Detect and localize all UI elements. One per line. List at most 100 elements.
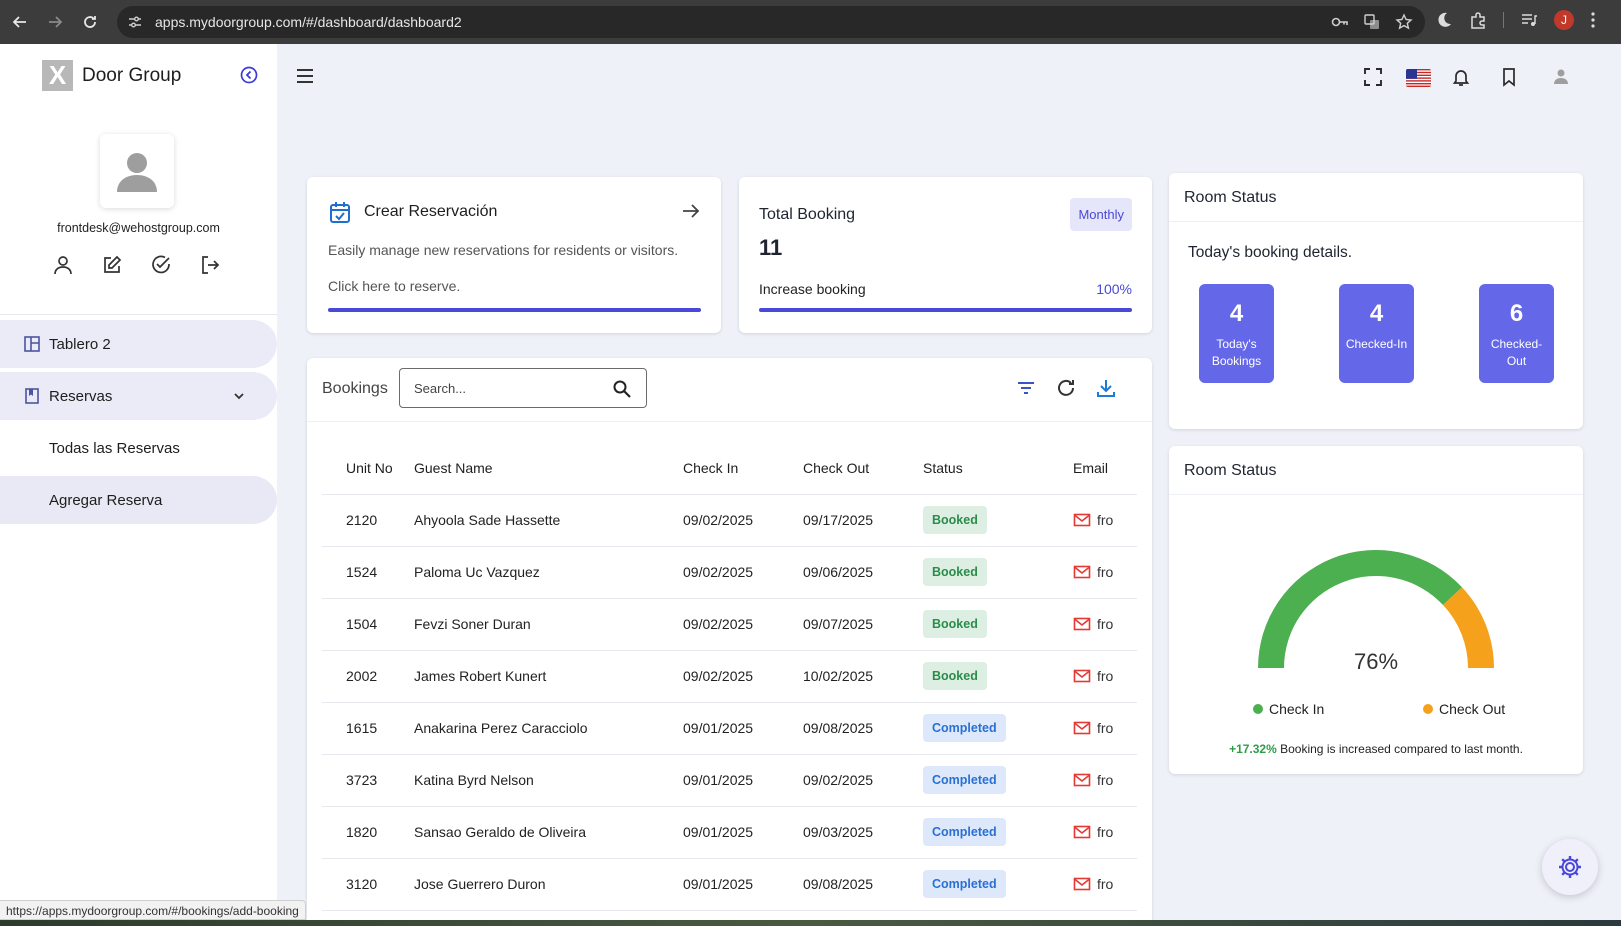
reserve-link[interactable]: Click here to reserve. [328, 278, 461, 294]
email-cell[interactable]: fro [1073, 546, 1137, 599]
gauge-segment-check-in[interactable] [1258, 550, 1463, 668]
check-circle-icon[interactable] [150, 254, 172, 276]
search-input[interactable] [400, 369, 600, 407]
mail-icon[interactable] [1073, 615, 1091, 633]
increase-label: Increase booking [759, 281, 866, 297]
filter-icon[interactable] [1015, 377, 1037, 399]
translate-icon[interactable] [1363, 13, 1381, 31]
chevron-down-icon [231, 388, 247, 404]
checked-in-tile[interactable]: 4 Checked-In [1339, 284, 1414, 383]
email-text: fro [1097, 824, 1114, 840]
email-cell[interactable]: fro [1073, 754, 1137, 807]
user-avatar[interactable] [100, 134, 174, 208]
column-header[interactable]: Check In [683, 442, 803, 495]
legend-label: Check In [1269, 701, 1325, 717]
table-row[interactable]: 3723 Katina Byrd Nelson 09/01/2025 09/02/20… [322, 754, 1137, 807]
extensions-icon[interactable] [1469, 11, 1487, 29]
mail-icon[interactable] [1073, 719, 1091, 737]
check-out-cell: 09/06/2025 [803, 546, 923, 599]
gauge-segment-check-out[interactable] [1443, 587, 1494, 668]
legend-dot [1423, 704, 1433, 714]
card-divider [1169, 221, 1583, 222]
mail-icon[interactable] [1073, 823, 1091, 841]
notification-bell-icon[interactable] [1451, 67, 1473, 89]
search-icon[interactable] [612, 379, 632, 399]
calendar-check-icon [328, 200, 352, 224]
email-cell[interactable]: fro [1073, 494, 1137, 547]
bookmark-icon[interactable] [1499, 67, 1521, 89]
room-status-gauge [1258, 550, 1494, 668]
table-row[interactable]: 2120 Ahyoola Sade Hassette 09/02/2025 09/17… [322, 494, 1137, 547]
arrow-right-icon[interactable] [681, 201, 701, 221]
legend-check-in[interactable]: Check In [1253, 701, 1324, 717]
us-flag-icon[interactable] [1406, 69, 1431, 87]
table-row[interactable]: 2002 James Robert Kunert 09/02/2025 10/02/2… [322, 650, 1137, 703]
period-badge[interactable]: Monthly [1070, 198, 1132, 231]
browser-menu-icon[interactable] [1590, 11, 1596, 29]
menu-icon[interactable] [295, 66, 315, 86]
status-badge: Booked [923, 558, 987, 586]
refresh-icon[interactable] [1055, 377, 1077, 399]
reload-icon[interactable] [80, 12, 100, 32]
check-out-cell: 09/08/2025 [803, 702, 923, 755]
email-cell[interactable]: fro [1073, 858, 1137, 911]
table-row[interactable]: 3120 Jose Guerrero Duron 09/01/2025 09/08/2… [322, 858, 1137, 911]
address-bar[interactable]: apps.mydoorgroup.com/#/dashboard/dashboa… [117, 6, 1425, 38]
logout-icon[interactable] [199, 254, 221, 276]
table-row[interactable]: 1820 Sansao Geraldo de Oliveira 09/01/2025… [322, 806, 1137, 859]
site-settings-icon[interactable] [127, 14, 143, 30]
bookmark-star-icon[interactable] [1395, 13, 1413, 31]
legend-check-out[interactable]: Check Out [1423, 701, 1505, 717]
card-title: Room Status [1184, 189, 1277, 206]
download-icon[interactable] [1095, 377, 1117, 399]
column-header[interactable]: Status [923, 442, 1073, 495]
stat-label: Checked-Out [1490, 337, 1543, 368]
email-cell[interactable]: fro [1073, 598, 1137, 651]
checked-out-tile[interactable]: 6 Checked-Out [1479, 284, 1554, 383]
gauge-value: 76% [1353, 649, 1399, 674]
column-header[interactable]: Check Out [803, 442, 923, 495]
sidebar-item-tablero[interactable]: Tablero 2 [0, 320, 277, 368]
mail-icon[interactable] [1073, 667, 1091, 685]
email-text: fro [1097, 616, 1114, 632]
settings-button[interactable] [1542, 839, 1598, 895]
password-key-icon[interactable] [1331, 13, 1349, 31]
sidebar-subitem-all-bookings[interactable]: Todas las Reservas [0, 424, 277, 472]
mail-icon[interactable] [1073, 563, 1091, 581]
user-menu-icon[interactable] [1552, 67, 1574, 89]
table-row[interactable]: 1524 Paloma Uc Vazquez 09/02/2025 09/06/202… [322, 546, 1137, 599]
todays-bookings-tile[interactable]: 4 Today's Bookings [1199, 284, 1274, 383]
column-header[interactable]: Guest Name [414, 442, 683, 495]
edit-icon[interactable] [101, 254, 123, 276]
check-in-cell: 09/01/2025 [683, 754, 803, 807]
brand[interactable]: X Door Group [42, 60, 181, 91]
stat-value: 6 [1509, 300, 1524, 327]
url-text[interactable]: apps.mydoorgroup.com/#/dashboard/dashboa… [155, 14, 462, 30]
dark-mode-icon[interactable] [1435, 11, 1453, 29]
browser-profile-avatar[interactable]: J [1554, 10, 1574, 30]
search-field[interactable] [399, 368, 647, 408]
mail-icon[interactable] [1073, 771, 1091, 789]
sidebar-item-reservas[interactable]: Reservas [0, 372, 277, 420]
email-cell[interactable]: fro [1073, 702, 1137, 755]
back-icon[interactable] [10, 12, 30, 32]
mail-icon[interactable] [1073, 511, 1091, 529]
profile-icon[interactable] [52, 254, 74, 276]
column-header[interactable]: Email [1073, 442, 1137, 495]
table-row[interactable]: 1615 Anakarina Perez Caracciolo 09/01/2025… [322, 702, 1137, 755]
fullscreen-icon[interactable] [1363, 67, 1385, 89]
table-row[interactable]: 1504 Fevzi Soner Duran 09/02/2025 09/07/202… [322, 598, 1137, 651]
avatar-icon [117, 153, 157, 192]
forward-icon[interactable] [45, 12, 65, 32]
create-reservation-card[interactable]: Crear Reservación Easily manage new rese… [307, 177, 721, 333]
page-scrollbar-track[interactable] [1609, 44, 1621, 920]
media-queue-icon[interactable] [1520, 11, 1538, 29]
sidebar-subitem-add-booking[interactable]: Agregar Reserva [0, 476, 277, 524]
column-header[interactable]: Unit No [322, 442, 414, 495]
check-in-cell: 09/02/2025 [683, 650, 803, 703]
status-badge: Completed [923, 818, 1006, 846]
email-cell[interactable]: fro [1073, 806, 1137, 859]
email-cell[interactable]: fro [1073, 650, 1137, 703]
mail-icon[interactable] [1073, 875, 1091, 893]
collapse-sidebar-icon[interactable] [240, 66, 258, 84]
